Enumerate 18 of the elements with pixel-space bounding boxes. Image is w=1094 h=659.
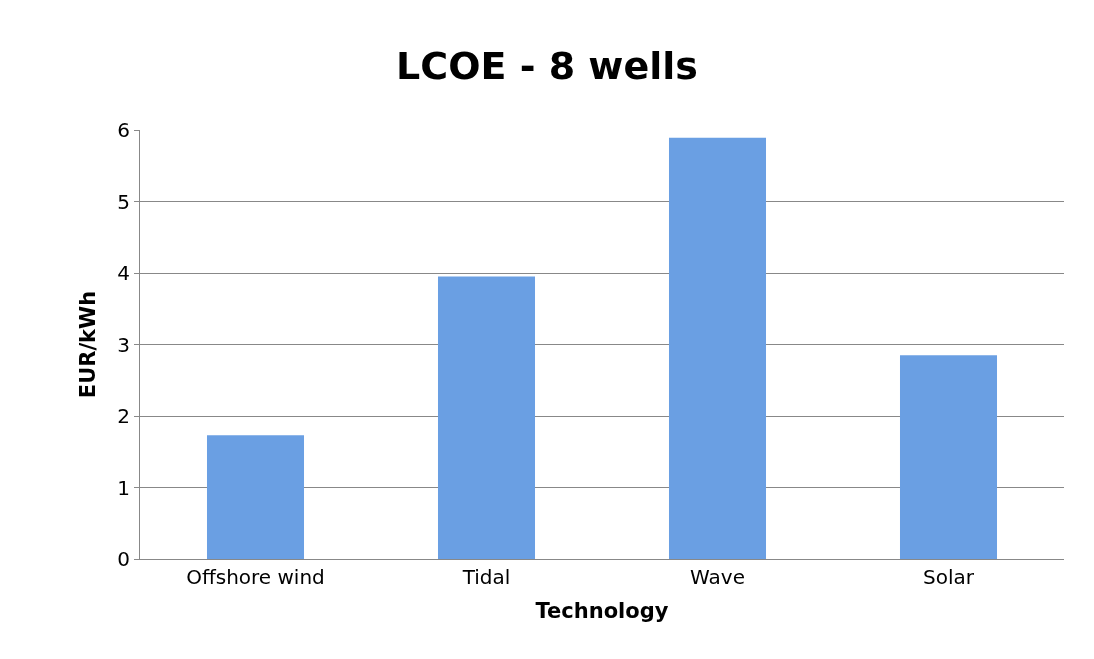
bar (206, 435, 305, 559)
y-tick-label: 6 (117, 118, 130, 142)
x-axis-title: Technology (535, 599, 669, 624)
x-tick-label: Solar (923, 565, 975, 589)
y-tick-label: 2 (117, 404, 130, 428)
y-tick-label: 1 (117, 475, 130, 500)
y-tick-label: 3 (117, 332, 130, 357)
bar (899, 355, 998, 559)
x-tick-label: Offshore wind (186, 565, 325, 589)
chart-title: LCOE - 8 wells (396, 44, 698, 89)
x-tick-label: Tidal (461, 565, 511, 589)
bar (668, 137, 767, 559)
y-tick-label: 4 (117, 261, 130, 285)
y-tick-label: 5 (117, 189, 130, 214)
bar (437, 276, 536, 559)
x-tick-label: Wave (690, 565, 745, 589)
y-tick-label: 0 (117, 547, 130, 571)
y-axis-title: EUR/kWh (76, 290, 101, 399)
